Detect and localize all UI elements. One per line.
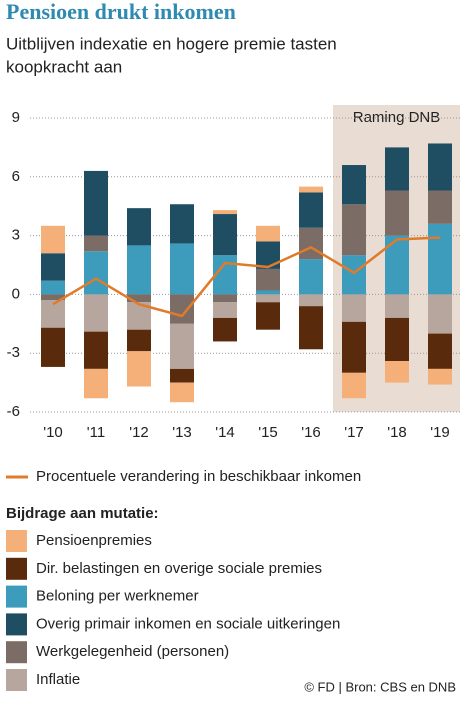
- x-tick-label: '18: [387, 424, 407, 441]
- bar-segment: [84, 294, 108, 332]
- source: © FD | Bron: CBS en DNB: [304, 679, 456, 694]
- legend-swatch: [6, 530, 27, 552]
- y-tick-label: -3: [7, 344, 20, 361]
- bar-segment: [385, 190, 409, 236]
- bar-segment: [342, 255, 366, 295]
- bar-segment: [256, 241, 280, 269]
- bar-segment: [213, 294, 237, 303]
- bar-segment: [84, 331, 108, 369]
- bar-segment: [428, 190, 452, 224]
- x-tick-label: '19: [430, 424, 450, 441]
- bar-segment: [342, 321, 366, 373]
- y-tick-label: 6: [12, 168, 20, 185]
- legend-label: Pensioenpremies: [36, 532, 152, 549]
- y-tick-label: 9: [12, 109, 20, 126]
- y-tick-label: 3: [12, 227, 20, 244]
- x-tick-label: '16: [301, 424, 321, 441]
- bar-segment: [385, 294, 409, 318]
- bar-segment: [213, 302, 237, 318]
- bar-segment: [342, 165, 366, 205]
- line-legend-label: Procentuele verandering in beschikbaar i…: [36, 468, 361, 485]
- legend-label: Inflatie: [36, 671, 80, 688]
- bar-segment: [342, 204, 366, 256]
- forecast-label: Raming DNB: [353, 109, 441, 126]
- bar-segment: [84, 368, 108, 399]
- legend-swatch: [6, 557, 27, 580]
- bar-segment: [299, 306, 323, 350]
- bar-segment: [385, 317, 409, 362]
- bar-segment: [299, 259, 323, 295]
- bar-segment: [256, 302, 280, 330]
- x-tick-label: '12: [129, 424, 149, 441]
- bar-segment: [299, 294, 323, 307]
- chart-title: Pensioen drukt inkomen: [6, 0, 236, 24]
- income-line: [52, 236, 441, 318]
- bar-segment: [170, 323, 194, 369]
- bar-segment: [127, 351, 151, 387]
- bar-segment: [299, 186, 323, 193]
- bar-segment: [299, 227, 323, 260]
- bar-segment: [170, 243, 194, 295]
- legend-title: Bijdrage aan mutatie:: [6, 505, 159, 522]
- legend-swatch: [6, 585, 27, 608]
- x-tick-label: '10: [43, 424, 63, 441]
- bar-segment: [256, 225, 280, 242]
- legend-swatch: [6, 669, 27, 691]
- bar-segment: [428, 143, 452, 191]
- bar-segment: [41, 300, 65, 328]
- bar-segment: [213, 317, 237, 342]
- bar-segment: [41, 327, 65, 367]
- bar-segment: [84, 251, 108, 295]
- bar-segment: [428, 294, 452, 334]
- bar-segment: [127, 208, 151, 246]
- bar-segment: [428, 223, 452, 295]
- x-tick-label: '11: [87, 424, 105, 441]
- bar-segment: [342, 294, 366, 322]
- bar-segment: [385, 235, 409, 295]
- bar-segment: [299, 192, 323, 228]
- bar-segment: [127, 329, 151, 352]
- y-tick-label: 0: [12, 285, 20, 302]
- bar-segment: [213, 214, 237, 256]
- x-tick-label: '14: [215, 424, 235, 441]
- bar-segment: [127, 294, 151, 303]
- legend-swatch: [6, 641, 27, 664]
- subtitle: Uitblijven indexatie en hogere premie ta…: [6, 34, 337, 53]
- bar-segment: [385, 361, 409, 383]
- bar-segment: [84, 235, 108, 252]
- legend-label: Overig primair inkomen en sociale uitker…: [36, 615, 340, 632]
- bar-segment: [428, 368, 452, 385]
- legend-label: Werkgelegenheid (personen): [36, 643, 229, 660]
- bar-segment: [170, 294, 194, 324]
- bar-segment: [256, 294, 280, 303]
- legend-swatch: [6, 613, 27, 636]
- bar-segment: [84, 170, 108, 236]
- x-tick-label: '17: [344, 424, 364, 441]
- bar-segment: [385, 147, 409, 191]
- legend-label: Beloning per werknemer: [36, 588, 199, 605]
- bar-segment: [428, 333, 452, 369]
- bar-segment: [256, 290, 280, 295]
- bar-segment: [170, 204, 194, 244]
- bar-segment: [170, 382, 194, 403]
- x-tick-label: '13: [172, 424, 192, 441]
- bar-segment: [41, 225, 65, 254]
- bar-segment: [213, 210, 237, 215]
- bar-segment: [170, 368, 194, 383]
- bar-segment: [41, 253, 65, 281]
- bar-segment: [41, 294, 65, 301]
- bar-segment: [256, 268, 280, 291]
- legend-label: Dir. belastingen en overige sociale prem…: [36, 560, 322, 577]
- bar-segment: [41, 280, 65, 295]
- x-tick-label: '15: [258, 424, 278, 441]
- y-tick-label: -6: [7, 403, 20, 420]
- bar-segment: [342, 372, 366, 399]
- subtitle: koopkracht aan: [6, 57, 122, 76]
- bar-segment: [127, 245, 151, 295]
